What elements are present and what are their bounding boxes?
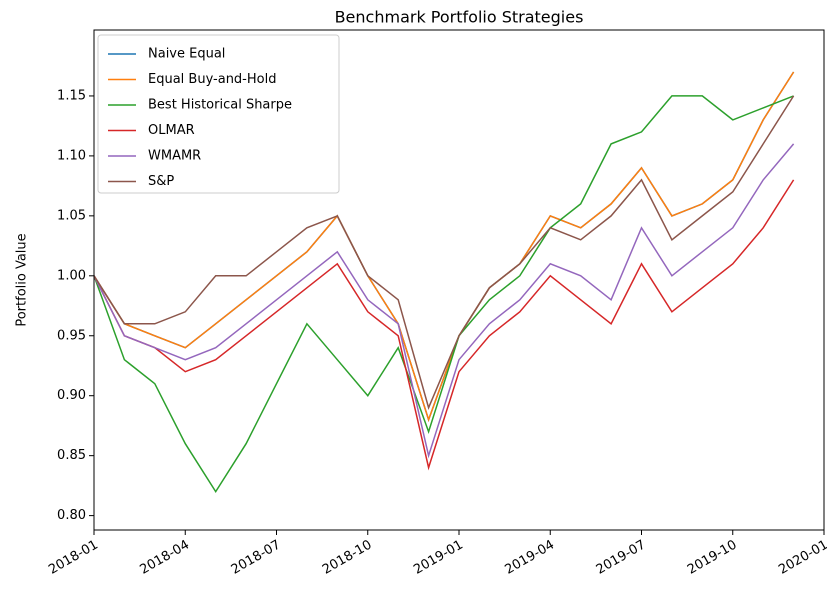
x-tick-label: 2019-07 bbox=[594, 538, 649, 578]
y-tick-label: 1.00 bbox=[57, 268, 86, 283]
legend-label: Naive Equal bbox=[148, 47, 225, 62]
series-line bbox=[93, 95, 794, 493]
x-tick-label: 2018-04 bbox=[137, 538, 192, 578]
x-tick-label: 2019-01 bbox=[411, 538, 466, 578]
y-tick-label: 1.10 bbox=[57, 148, 86, 163]
chart-title: Benchmark Portfolio Strategies bbox=[335, 8, 584, 27]
y-tick-label: 1.05 bbox=[57, 208, 86, 223]
x-tick-label: 2018-07 bbox=[229, 538, 284, 578]
series-line bbox=[93, 95, 795, 410]
legend-label: S&P bbox=[148, 174, 174, 189]
series-line bbox=[93, 71, 795, 423]
x-tick-label: 2018-10 bbox=[320, 538, 375, 578]
y-tick-label: 0.80 bbox=[57, 508, 86, 523]
y-tick-label: 1.15 bbox=[57, 88, 86, 103]
legend-label: WMAMR bbox=[148, 149, 201, 164]
plot-frame bbox=[93, 29, 825, 531]
legend-label: Best Historical Sharpe bbox=[148, 98, 292, 113]
x-tick-label: 2020-01 bbox=[776, 538, 827, 578]
x-tick-label: 2019-04 bbox=[502, 538, 557, 578]
y-tick-label: 0.95 bbox=[57, 328, 86, 343]
x-tick-label: 2018-01 bbox=[46, 538, 101, 578]
series-line bbox=[93, 143, 795, 459]
y-axis-label: Portfolio Value bbox=[15, 233, 30, 326]
legend-box bbox=[97, 34, 340, 194]
series-line bbox=[93, 179, 795, 471]
y-tick-label: 0.90 bbox=[57, 388, 86, 403]
legend-label: OLMAR bbox=[148, 123, 195, 138]
y-tick-label: 0.85 bbox=[57, 448, 86, 463]
legend-label: Equal Buy-and-Hold bbox=[148, 72, 276, 87]
x-tick-label: 2019-10 bbox=[685, 538, 740, 578]
